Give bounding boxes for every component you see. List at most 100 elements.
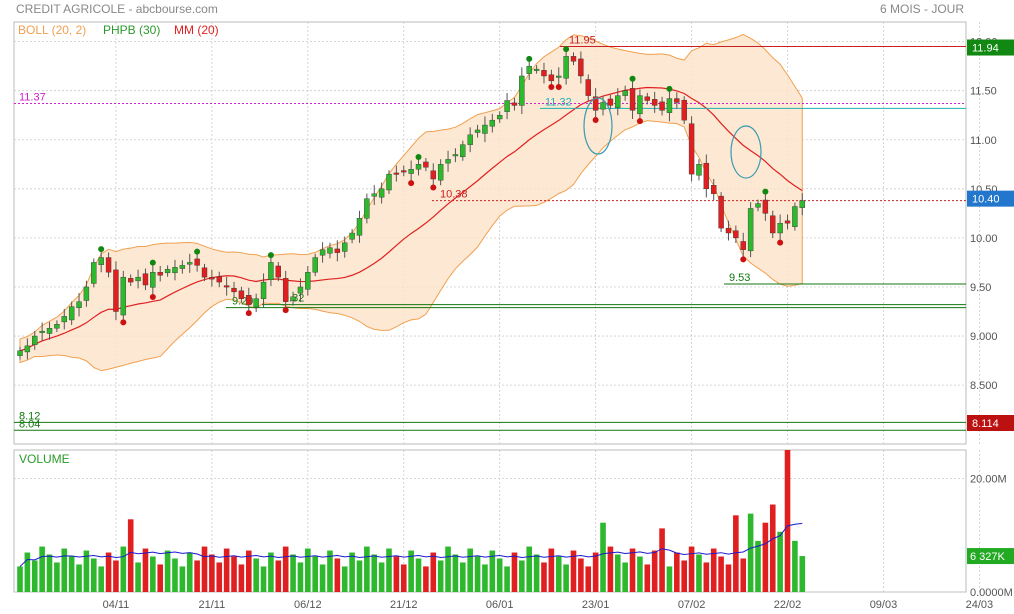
volume-bar <box>600 522 606 592</box>
volume-bar <box>61 548 68 592</box>
volume-bar <box>592 552 599 592</box>
volume-bar <box>371 554 378 592</box>
pivot-high-marker <box>149 259 156 266</box>
candle-body <box>651 99 658 106</box>
volume-bar <box>725 564 732 592</box>
volume-bar <box>430 552 437 592</box>
volume-bar <box>364 546 370 592</box>
candle-body <box>342 242 348 252</box>
candle-body <box>482 124 488 134</box>
volume-bar <box>386 548 392 592</box>
volume-bar <box>127 519 134 592</box>
volume-bar <box>637 556 643 592</box>
volume-bar <box>76 564 82 592</box>
candle-body <box>179 265 186 269</box>
reference-line-label: 11.95 <box>569 35 596 47</box>
candle-body <box>378 188 385 198</box>
pivot-high-marker <box>194 248 201 255</box>
price-tag-box <box>967 190 1014 207</box>
candle-body <box>784 220 791 224</box>
candle-body <box>533 68 540 71</box>
volume-bar <box>290 554 296 592</box>
volume-bar <box>548 548 555 592</box>
y-tick-label: 10.00 <box>970 233 998 245</box>
volume-bar <box>46 554 53 592</box>
candle-body <box>770 215 776 234</box>
pivot-low-marker <box>555 83 562 90</box>
pivot-low-marker <box>282 307 289 314</box>
candle-body <box>194 258 200 266</box>
candle-body <box>120 276 127 316</box>
volume-bar <box>578 558 584 592</box>
volume-bar <box>445 546 451 592</box>
candle-body <box>393 172 400 175</box>
candle-body <box>541 70 547 77</box>
x-tick-label: 21/11 <box>199 599 226 611</box>
candle-body <box>401 170 407 173</box>
candle-body <box>68 306 75 321</box>
y-axis-labels: 12.0011.5011.0010.5010.009.509.0008.5002… <box>970 37 1013 599</box>
volume-bar <box>216 562 223 592</box>
candle-body <box>718 195 724 229</box>
candle-body <box>637 95 643 115</box>
volume-bar <box>223 548 230 592</box>
volume-bar <box>201 546 208 592</box>
volume-bar <box>319 564 326 592</box>
candle-body <box>519 75 525 106</box>
candle-body <box>460 144 466 158</box>
pivot-low-marker <box>777 239 784 246</box>
pivot-low-marker <box>245 310 252 317</box>
price-tag-label: 8.114 <box>972 418 999 430</box>
candle-body <box>489 119 496 127</box>
candle-body <box>548 74 555 82</box>
candle-body <box>253 298 259 308</box>
volume-bar <box>489 550 496 592</box>
candle-body <box>238 290 245 299</box>
volume-bar <box>68 556 75 592</box>
volume-bar <box>378 562 385 592</box>
volume-bar <box>282 546 289 592</box>
grid <box>14 22 980 593</box>
volume-bar <box>460 562 466 592</box>
x-tick-label: 04/11 <box>103 599 130 611</box>
volume-bar <box>334 558 341 592</box>
volume-bar <box>54 562 60 592</box>
reference-line-label: 11.32 <box>545 96 572 108</box>
candle-body <box>246 295 252 305</box>
volume-bar <box>452 554 459 592</box>
candle-body <box>408 169 414 174</box>
volume-bar <box>666 566 673 592</box>
volume-bar <box>209 554 215 592</box>
price-tag-box <box>967 414 1014 431</box>
volume-bar <box>614 554 621 592</box>
candle-body <box>386 173 392 191</box>
candle-body <box>578 58 584 77</box>
volume-bar <box>164 550 171 592</box>
volume-bar <box>91 558 97 592</box>
volume-bar <box>341 566 348 592</box>
volume-bar <box>585 566 592 592</box>
candle-body <box>497 115 503 120</box>
volume-bar <box>733 515 739 592</box>
volume-bar <box>327 550 333 592</box>
pivot-high-marker <box>98 246 105 253</box>
volume-bar <box>681 560 687 592</box>
x-tick-label: 22/02 <box>774 599 802 611</box>
candle-body <box>474 129 481 133</box>
volume-bar <box>526 546 533 592</box>
volume-bar <box>541 562 547 592</box>
bollinger-band-area <box>19 33 803 372</box>
volume-bar <box>98 566 104 592</box>
volume-bar <box>555 556 562 592</box>
candle-body <box>290 296 296 301</box>
x-tick-label: 23/01 <box>582 599 610 611</box>
highlight-ellipses <box>583 97 762 179</box>
volume-bar <box>120 546 127 592</box>
candle-body <box>592 96 599 111</box>
pivot-low-marker <box>592 116 599 123</box>
candle-body <box>371 193 377 197</box>
volume-bar <box>784 450 791 592</box>
candle-body <box>740 241 746 250</box>
volume-bar <box>105 552 112 592</box>
volume-bar <box>482 564 488 592</box>
